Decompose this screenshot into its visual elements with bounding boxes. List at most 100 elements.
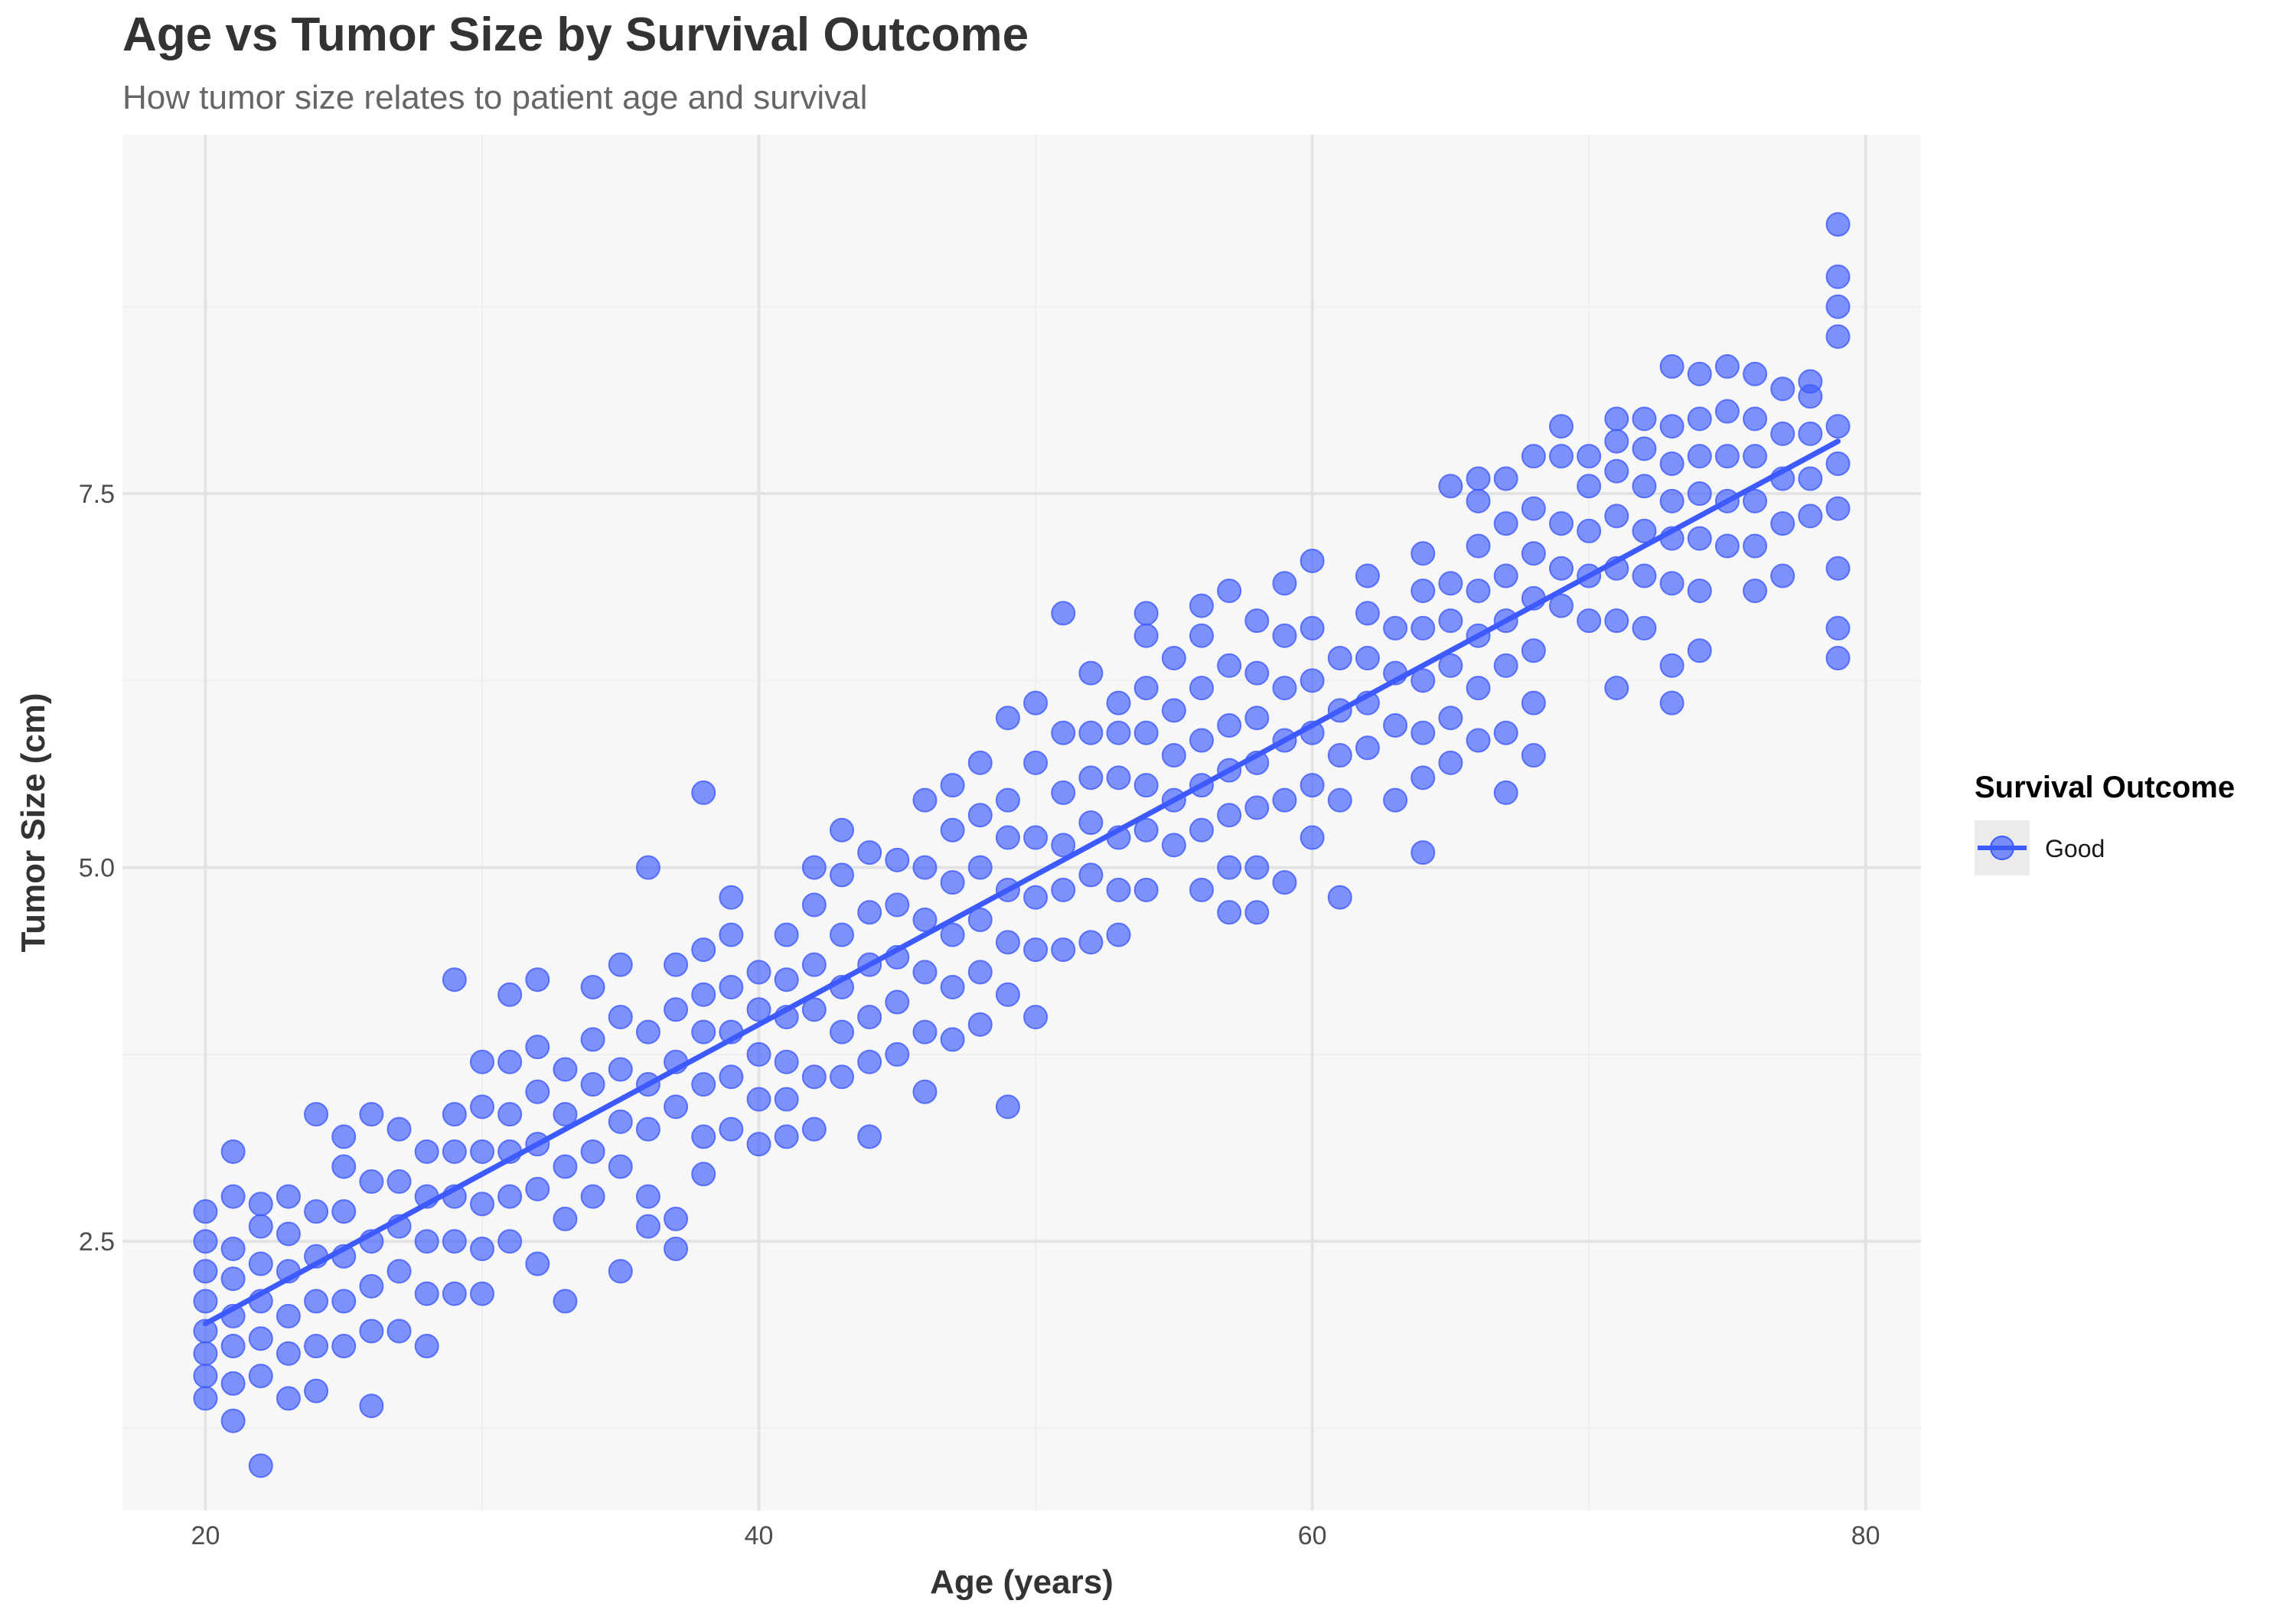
- data-point: [525, 1079, 550, 1104]
- x-tick-label: 60: [1298, 1521, 1327, 1550]
- data-point: [553, 1154, 578, 1179]
- data-point: [248, 1364, 273, 1389]
- data-point: [220, 1266, 246, 1292]
- data-point: [1493, 511, 1518, 536]
- data-point: [1438, 571, 1463, 596]
- data-point: [414, 1281, 439, 1306]
- data-point: [580, 1139, 605, 1164]
- data-point: [580, 1072, 605, 1097]
- data-point: [801, 855, 827, 880]
- data-point: [1714, 354, 1740, 379]
- data-point: [1383, 615, 1408, 641]
- data-point: [276, 1303, 301, 1328]
- data-point: [1411, 615, 1436, 641]
- data-point: [525, 967, 550, 993]
- data-point: [470, 1191, 494, 1217]
- data-point: [1051, 877, 1076, 902]
- data-point: [1051, 833, 1076, 858]
- data-point: [608, 1259, 633, 1284]
- data-point: [608, 1154, 633, 1179]
- data-point: [1078, 765, 1104, 790]
- data-point: [1438, 608, 1463, 634]
- data-point: [1577, 518, 1602, 543]
- data-point: [719, 974, 744, 999]
- data-point: [497, 1102, 523, 1127]
- data-point: [1798, 421, 1823, 446]
- data-point: [1051, 601, 1076, 626]
- data-point: [1355, 735, 1380, 761]
- data-point: [470, 1236, 494, 1261]
- data-point: [691, 780, 716, 805]
- data-point: [442, 1281, 467, 1306]
- data-point: [1549, 511, 1574, 536]
- data-point: [1825, 264, 1851, 289]
- data-point: [912, 908, 938, 933]
- data-point: [1687, 579, 1712, 604]
- data-point: [1106, 690, 1131, 715]
- data-point: [1217, 579, 1242, 604]
- data-point: [304, 1199, 329, 1224]
- data-point: [664, 1094, 689, 1120]
- data-point: [1632, 406, 1657, 432]
- data-point: [248, 1326, 273, 1351]
- data-point: [248, 1251, 273, 1276]
- data-point: [386, 1116, 412, 1142]
- data-point: [1189, 728, 1214, 753]
- data-point: [1687, 361, 1712, 386]
- data-point: [470, 1281, 494, 1306]
- data-point: [1217, 803, 1242, 828]
- data-point: [553, 1057, 578, 1082]
- data-point: [1687, 638, 1712, 663]
- data-point: [1521, 690, 1546, 715]
- data-point: [691, 1124, 716, 1149]
- data-point: [1825, 646, 1851, 671]
- data-point: [1493, 466, 1518, 491]
- data-point: [1521, 444, 1546, 469]
- data-point: [885, 1041, 910, 1067]
- data-point: [1659, 488, 1684, 513]
- data-point: [497, 1184, 523, 1209]
- data-point: [220, 1139, 246, 1164]
- data-point: [1300, 615, 1325, 641]
- data-point: [220, 1408, 246, 1433]
- data-point: [1604, 504, 1629, 529]
- data-point: [1051, 780, 1076, 805]
- data-point: [857, 1124, 882, 1149]
- data-point: [1743, 488, 1768, 513]
- data-point: [1355, 646, 1380, 671]
- data-point: [719, 885, 744, 910]
- data-point: [386, 1259, 412, 1284]
- data-point: [414, 1229, 439, 1254]
- data-point: [1272, 571, 1297, 596]
- data-point: [497, 1049, 523, 1074]
- data-point: [1023, 885, 1049, 910]
- data-point: [1604, 676, 1629, 701]
- data-point: [331, 1334, 357, 1359]
- data-point: [1189, 817, 1214, 843]
- data-point: [774, 967, 799, 993]
- data-point: [801, 1064, 827, 1090]
- data-point: [1825, 615, 1851, 641]
- data-point: [525, 1176, 550, 1201]
- data-point: [1466, 728, 1491, 753]
- data-point: [967, 960, 993, 985]
- data-point: [857, 1049, 882, 1074]
- data-point: [1743, 533, 1768, 559]
- data-point: [1798, 504, 1823, 529]
- data-point: [1770, 376, 1795, 402]
- data-point: [1825, 451, 1851, 476]
- x-tick-label: 40: [745, 1521, 774, 1550]
- data-point: [1051, 720, 1076, 745]
- data-point: [331, 1199, 357, 1224]
- data-point: [1189, 676, 1214, 701]
- x-tick-label: 20: [191, 1521, 220, 1550]
- data-point: [885, 892, 910, 918]
- data-point: [1272, 623, 1297, 648]
- data-point: [1632, 518, 1657, 543]
- data-point: [830, 817, 854, 843]
- data-point: [1327, 743, 1352, 768]
- grid-lines: [122, 135, 1921, 1511]
- data-point: [940, 870, 965, 895]
- data-point: [193, 1289, 218, 1314]
- data-point: [608, 1057, 633, 1082]
